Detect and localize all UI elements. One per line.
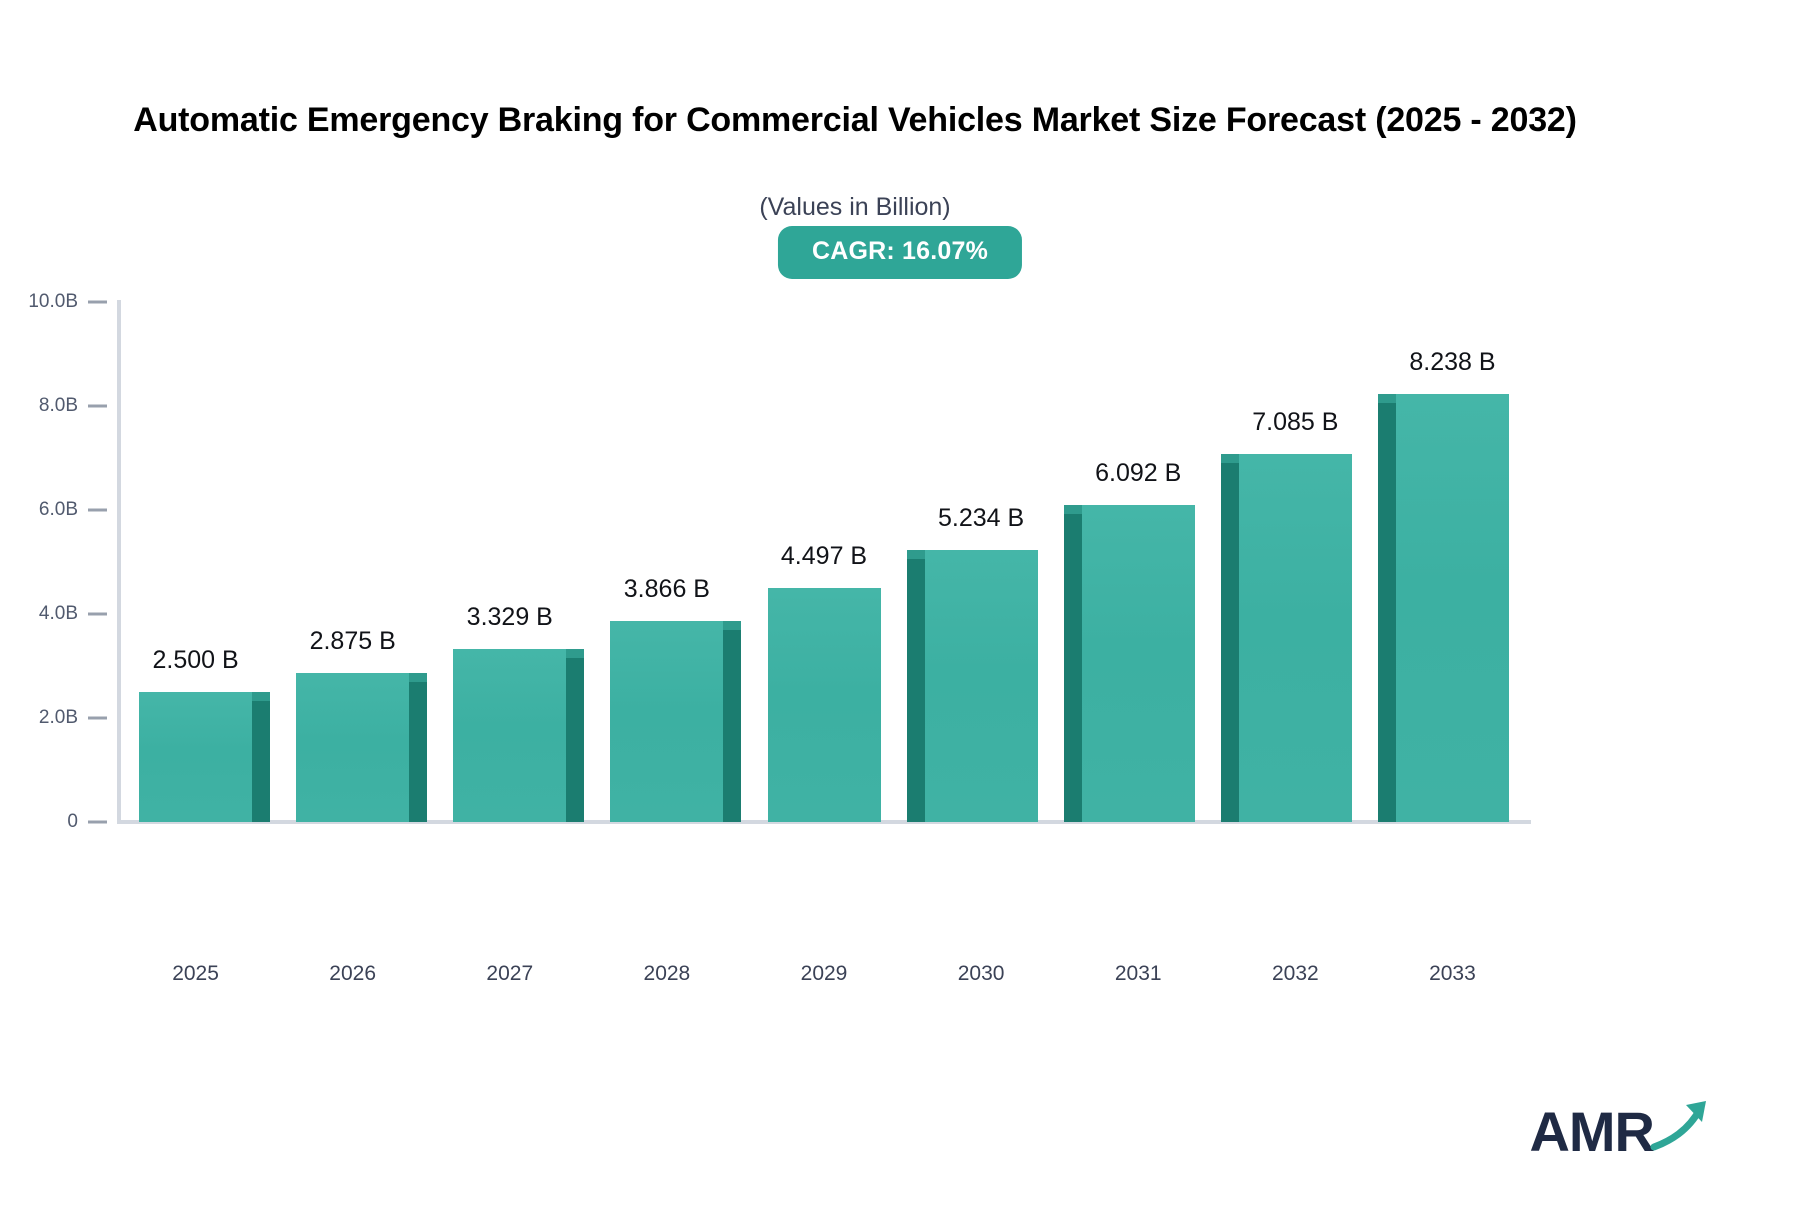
bar-side-face xyxy=(1377,402,1396,822)
chart-title: Automatic Emergency Braking for Commerci… xyxy=(133,101,1577,139)
bar[interactable] xyxy=(1063,505,1195,822)
x-axis-tick-label: 2031 xyxy=(1114,962,1162,985)
x-axis-tick-label: 2029 xyxy=(800,962,848,985)
y-axis-tick-mark xyxy=(88,404,107,408)
y-axis-tick-mark xyxy=(88,300,107,304)
bar-front-face xyxy=(1395,393,1509,822)
bar-column[interactable] xyxy=(906,290,1038,822)
chart-subtitle: (Values in Billion) xyxy=(759,193,951,221)
bar-side-face xyxy=(1063,514,1082,822)
y-axis-tick-label: 6.0B xyxy=(38,499,78,520)
bar-value-label: 3.329 B xyxy=(466,602,553,631)
bar-value-label: 8.238 B xyxy=(1409,347,1496,376)
bar-column[interactable] xyxy=(1063,290,1195,822)
x-axis-tick-label: 2026 xyxy=(329,962,377,985)
y-axis-tick-mark xyxy=(88,716,107,720)
bar-value-label: 4.497 B xyxy=(780,542,868,571)
bar-column[interactable] xyxy=(767,290,881,822)
y-axis-tick-label: 8.0B xyxy=(38,395,78,416)
bar-column[interactable] xyxy=(296,290,428,822)
x-axis-tick-label: 2033 xyxy=(1429,962,1476,985)
y-axis-tick-mark xyxy=(88,612,107,616)
bar-series: 2.500 B 2.875 B 3.329 B 3.866 B 4.497 B 5.234… xyxy=(117,290,1531,822)
bar-value-label: 2.875 B xyxy=(309,626,396,655)
bar-side-face xyxy=(409,681,428,822)
bar-value-label: 7.085 B xyxy=(1252,407,1339,436)
bar-column[interactable] xyxy=(610,290,742,822)
bar-front-face xyxy=(296,672,410,822)
bar-side-face xyxy=(723,629,742,822)
bar-value-label: 6.092 B xyxy=(1095,459,1182,488)
bar[interactable] xyxy=(139,692,271,822)
bar[interactable] xyxy=(296,672,428,822)
bar-value-label: 3.866 B xyxy=(623,574,710,603)
bar[interactable] xyxy=(906,549,1038,822)
bar-side-face xyxy=(1220,462,1239,822)
bar-front-face xyxy=(453,648,567,822)
bar-value-label: 5.234 B xyxy=(938,503,1025,532)
bar-column[interactable] xyxy=(453,290,585,822)
y-axis-tick-mark xyxy=(88,820,107,824)
bar-front-face xyxy=(610,620,724,822)
bar-front-face xyxy=(767,588,881,822)
x-axis-tick-label: 2028 xyxy=(643,962,691,985)
bar-front-face xyxy=(1081,505,1195,822)
logo-wordmark: AMR xyxy=(1529,1100,1655,1163)
y-axis-tick-label: 4.0B xyxy=(38,603,78,624)
cagr-badge: CAGR: 16.07% xyxy=(777,226,1023,279)
bar-side-face xyxy=(252,701,271,822)
x-axis-tick-label: 2032 xyxy=(1271,962,1319,985)
amr-logo: AMR xyxy=(1529,1100,1712,1163)
bar[interactable] xyxy=(453,648,585,822)
bar-column[interactable] xyxy=(1377,290,1509,822)
bar[interactable] xyxy=(1377,393,1509,822)
bar-front-face xyxy=(139,692,253,822)
x-axis-tick-label: 2025 xyxy=(172,962,219,985)
y-axis-line xyxy=(117,300,121,824)
x-axis-line xyxy=(117,820,1531,824)
bar[interactable] xyxy=(610,620,742,822)
y-axis-tick-label: 0 xyxy=(67,811,78,832)
bar-front-face xyxy=(1238,453,1352,822)
bar-column[interactable] xyxy=(1220,290,1352,822)
y-axis-tick-mark xyxy=(88,508,107,512)
bar-column[interactable] xyxy=(139,290,271,822)
bar-front-face xyxy=(924,549,1038,822)
bar[interactable] xyxy=(1220,453,1352,822)
x-axis-tick-label: 2030 xyxy=(957,962,1005,985)
y-axis-tick-label: 2.0B xyxy=(38,707,78,728)
bar[interactable] xyxy=(767,588,881,822)
bar-side-face xyxy=(906,558,925,822)
growth-arrow-icon xyxy=(1650,1097,1712,1158)
bar-value-label: 2.500 B xyxy=(152,646,239,674)
x-axis-tick-label: 2027 xyxy=(486,962,534,985)
bar-side-face xyxy=(566,657,585,822)
y-axis-tick-label: 10.0B xyxy=(28,291,78,312)
